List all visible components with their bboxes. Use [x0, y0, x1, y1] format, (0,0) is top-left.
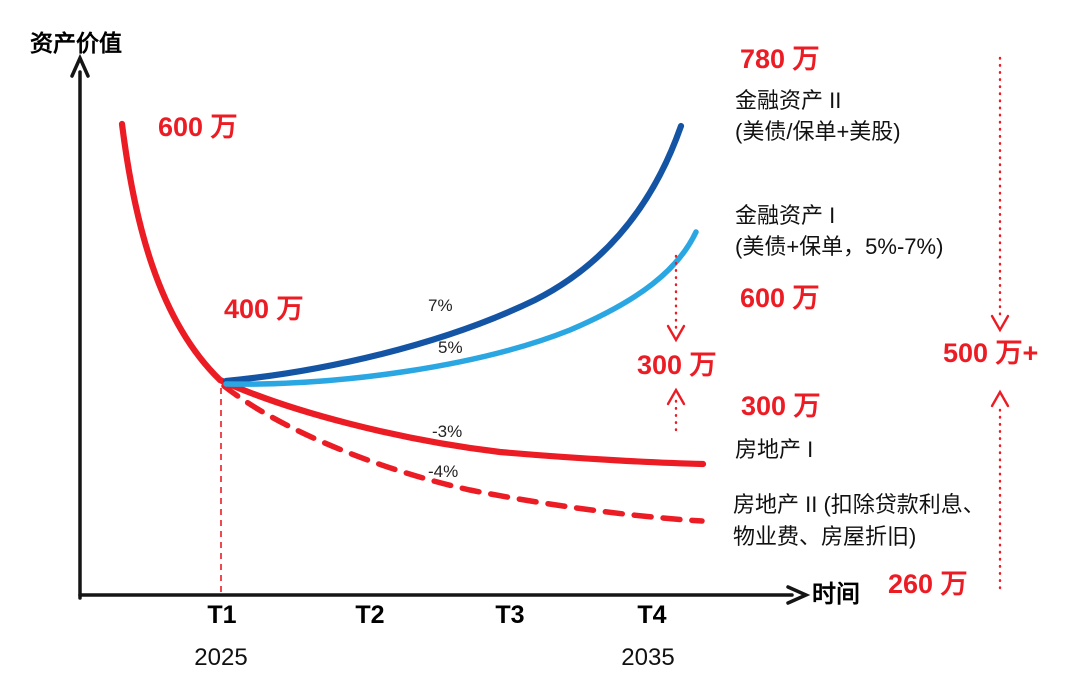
financial-1-subname: (美债+保单，5%-7%) — [735, 234, 944, 259]
x-tick-t4: T4 — [637, 601, 667, 629]
drop-arrow-icon — [666, 254, 686, 343]
total-up-arrow-icon — [990, 389, 1010, 590]
year-end-label: 2035 — [621, 644, 675, 671]
rate-property-1: -3% — [432, 422, 463, 441]
rate-financial-1: 5% — [438, 338, 463, 357]
x-axis-label: 时间 — [812, 581, 860, 608]
property-1-name: 房地产 I — [735, 437, 814, 462]
t1-value-label: 400 万 — [224, 294, 304, 324]
financial-1-end-value: 600 万 — [740, 283, 820, 313]
initial-value-label: 600 万 — [158, 112, 238, 142]
curve-financial-1 — [223, 229, 699, 387]
rate-property-2: -4% — [428, 462, 459, 481]
financial-1-name: 金融资产 I — [735, 203, 836, 228]
combined-total-label: 500 万+ — [943, 338, 1039, 368]
property-1-end-value: 300 万 — [741, 391, 821, 421]
total-down-arrow-icon — [990, 56, 1010, 333]
drop-to-value-label: 300 万 — [637, 350, 717, 380]
x-tick-t3: T3 — [495, 601, 525, 629]
y-axis-label: 资产价值 — [30, 30, 122, 56]
property-2-name: 房地产 II (扣除贷款利息、 — [733, 492, 985, 517]
financial-2-subname: (美债/保单+美股) — [735, 119, 901, 144]
x-tick-t1: T1 — [207, 601, 237, 629]
curve-property-2 — [221, 383, 705, 524]
rate-financial-2: 7% — [428, 296, 453, 315]
x-tick-t2: T2 — [355, 601, 385, 629]
rise-arrow-icon — [666, 387, 686, 432]
curve-financial-2 — [222, 122, 685, 385]
property-2-end-value: 260 万 — [888, 569, 968, 599]
x-axis-arrow-icon — [786, 585, 811, 605]
financial-2-name: 金融资产 II — [735, 88, 842, 113]
curve-property-1 — [118, 120, 707, 468]
financial-2-end-value: 780 万 — [740, 44, 820, 74]
property-2-subname: 物业费、房屋折旧) — [733, 524, 917, 549]
year-start-label: 2025 — [194, 644, 248, 671]
y-axis-arrow-icon — [70, 53, 90, 78]
